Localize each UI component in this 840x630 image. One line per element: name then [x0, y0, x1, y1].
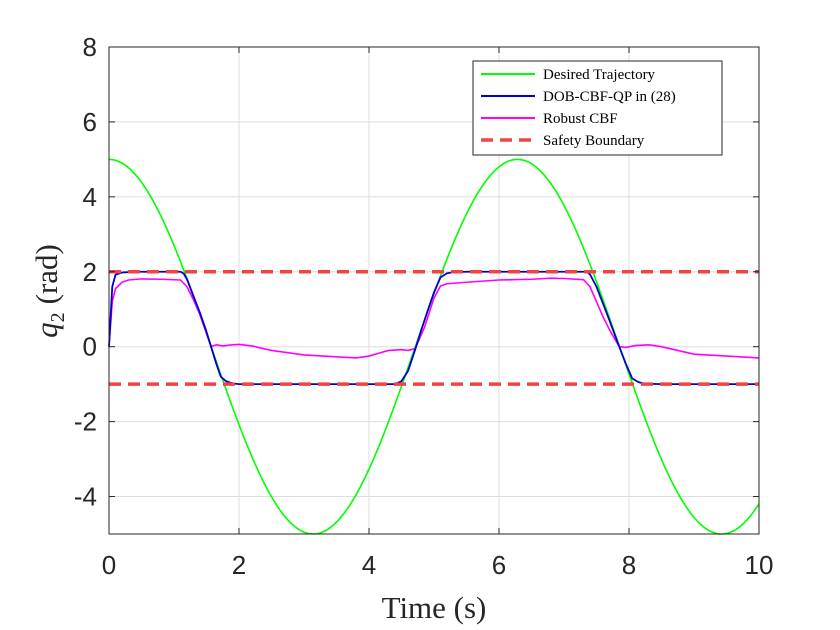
x-tick-label: 0 — [102, 550, 116, 580]
legend-box — [472, 60, 723, 156]
y-tick-label: 8 — [83, 32, 97, 62]
legend-label-dob-cbf: DOB-CBF-QP in (28) — [543, 89, 676, 105]
y-tick-label: -4 — [74, 482, 97, 512]
x-tick-label: 8 — [622, 550, 636, 580]
x-tick-label: 10 — [745, 550, 774, 580]
y-tick-label: -2 — [74, 407, 97, 437]
y-axis-label-sub: 2 — [47, 312, 69, 322]
y-tick-label: 4 — [83, 182, 97, 212]
y-tick-label: 0 — [83, 332, 97, 362]
legend-label-safety: Safety Boundary — [543, 133, 645, 149]
y-axis-label: q2 (rad) — [29, 244, 69, 338]
plot-frame — [108, 46, 760, 535]
legend: Desired Trajectory DOB-CBF-QP in (28) Ro… — [472, 60, 723, 156]
x-tick-label: 2 — [232, 550, 246, 580]
x-axis-label: Time (s) — [382, 590, 487, 625]
y-axis-label-unit: (rad) — [29, 244, 64, 304]
series-dob-cbf-qp — [108, 270, 759, 386]
y-axis-label-var: q — [29, 322, 64, 338]
legend-label-desired: Desired Trajectory — [543, 67, 656, 83]
svg-text:q2(rad): q2 (rad) — [29, 244, 69, 338]
y-tick-label: 6 — [83, 107, 97, 137]
x-tick-label: 4 — [362, 550, 376, 580]
legend-label-robust-cbf: Robust CBF — [543, 111, 618, 127]
x-tick-label: 6 — [492, 550, 506, 580]
series-robust-cbf — [108, 277, 760, 359]
y-tick-label: 2 — [83, 257, 97, 287]
